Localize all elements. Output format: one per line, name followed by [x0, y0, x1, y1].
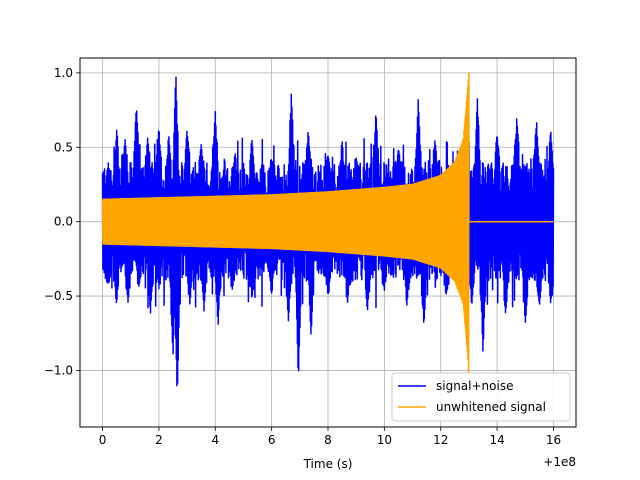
x-axis-offset-label: +1e8 — [543, 455, 576, 469]
y-tick-label: −0.5 — [44, 289, 73, 303]
x-tick-label: 2 — [155, 433, 163, 447]
series-signal-noise-line — [101, 76, 555, 387]
series-layer — [101, 72, 555, 387]
legend-label-signal-noise: signal+noise — [436, 379, 513, 393]
x-tick-label: 14 — [489, 433, 504, 447]
series-unwhitened-signal-line — [101, 72, 554, 376]
x-tick-label: 16 — [546, 433, 561, 447]
y-tick-label: 1.0 — [54, 66, 73, 80]
x-axis-label: Time (s) — [303, 457, 353, 471]
x-tick-label: 8 — [324, 433, 332, 447]
y-axis-ticks: −1.0 −0.5 0.0 0.5 1.0 — [44, 66, 80, 377]
y-tick-label: −1.0 — [44, 363, 73, 377]
y-tick-label: 0.5 — [54, 140, 73, 154]
x-tick-label: 6 — [268, 433, 276, 447]
x-tick-label: 0 — [99, 433, 107, 447]
legend: signal+noise unwhitened signal — [391, 372, 571, 422]
x-axis-ticks: 0 2 4 6 8 10 12 14 16 — [99, 427, 561, 447]
x-tick-label: 10 — [377, 433, 392, 447]
y-tick-label: 0.0 — [54, 215, 73, 229]
legend-box — [391, 372, 571, 422]
legend-label-unwhitened-signal: unwhitened signal — [436, 400, 546, 414]
x-tick-label: 4 — [211, 433, 219, 447]
x-tick-label: 12 — [433, 433, 448, 447]
